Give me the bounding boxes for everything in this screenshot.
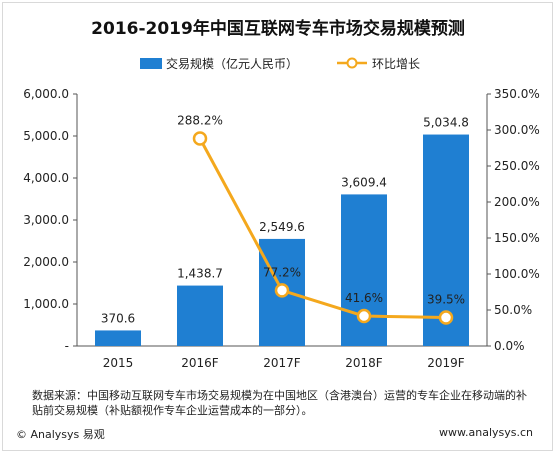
y-left-tick-label: 1,000.0 (23, 297, 69, 311)
x-tick-label: 2018F (345, 356, 383, 370)
y-left-tick-label: 4,000.0 (23, 171, 69, 185)
x-tick-label: 2015 (103, 356, 134, 370)
bar-data-label: 370.6 (101, 311, 135, 325)
source-note: 数据来源：中国移动互联网专车市场交易规模为在中国地区（含港澳台）运营的专车企业在… (32, 389, 527, 417)
bar-data-label: 3,609.4 (341, 175, 387, 189)
axes: - 1,000.0 2,000.0 3,000.0 4,000.0 5,000.0 6,00… (23, 87, 540, 353)
legend-line-marker (346, 57, 358, 69)
x-axis-labels: 2015 2016F 2017F 2018F 2019F (103, 356, 465, 370)
bar (95, 330, 141, 346)
bar (177, 285, 223, 346)
legend: 交易规模（亿元人民币） 环比增长 (140, 56, 420, 71)
y-left-tick-label: 3,000.0 (23, 213, 69, 227)
y-right-tick-label: 300.0% (494, 123, 540, 137)
bar-labels: 370.6 1,438.7 2,549.6 3,609.4 5,034.8 (101, 116, 469, 326)
growth-point (356, 308, 372, 324)
y-left-tick-label: 2,000.0 (23, 255, 69, 269)
legend-line-label: 环比增长 (372, 57, 420, 71)
y-right-tick-label: 150.0% (494, 231, 540, 245)
chart-title: 2016-2019年中国互联网专车市场交易规模预测 (91, 18, 465, 39)
x-tick-label: 2017F (263, 356, 301, 370)
legend-bar-swatch (140, 58, 162, 69)
x-tick-label: 2019F (427, 356, 465, 370)
y-left-tick-label: 6,000.0 (23, 87, 69, 101)
growth-data-label: 77.2% (263, 265, 301, 279)
x-tick-label: 2016F (181, 356, 219, 370)
growth-point (274, 283, 290, 298)
growth-line-path (198, 137, 447, 320)
bar-data-label: 1,438.7 (177, 267, 223, 281)
growth-point (438, 310, 454, 325)
growth-data-label: 39.5% (427, 293, 465, 307)
y-right-tick-label: 250.0% (494, 159, 540, 173)
growth-data-label: 288.2% (177, 113, 223, 127)
y-right-tick-label: 0.0% (494, 339, 525, 353)
y-right-tick-label: 350.0% (494, 87, 540, 101)
y-right-tick-label: 100.0% (494, 267, 540, 281)
bar-data-label: 2,549.6 (259, 220, 305, 234)
y-left-tick-label: - (65, 339, 69, 353)
bars (95, 134, 469, 346)
y-right-tick-label: 50.0% (494, 303, 532, 317)
bar-data-label: 5,034.8 (423, 116, 469, 130)
y-left-tick-label: 5,000.0 (23, 129, 69, 143)
growth-point (192, 131, 208, 146)
growth-data-label: 41.6% (345, 291, 383, 305)
footer-website: www.analysys.cn (439, 426, 533, 439)
y-right-tick-label: 200.0% (494, 195, 540, 209)
growth-line: 288.2% 77.2% 41.6% 39.5% (177, 113, 465, 325)
footer-copyright: © Analysys 易观 (16, 428, 105, 441)
legend-bar-label: 交易规模（亿元人民币） (166, 56, 298, 71)
